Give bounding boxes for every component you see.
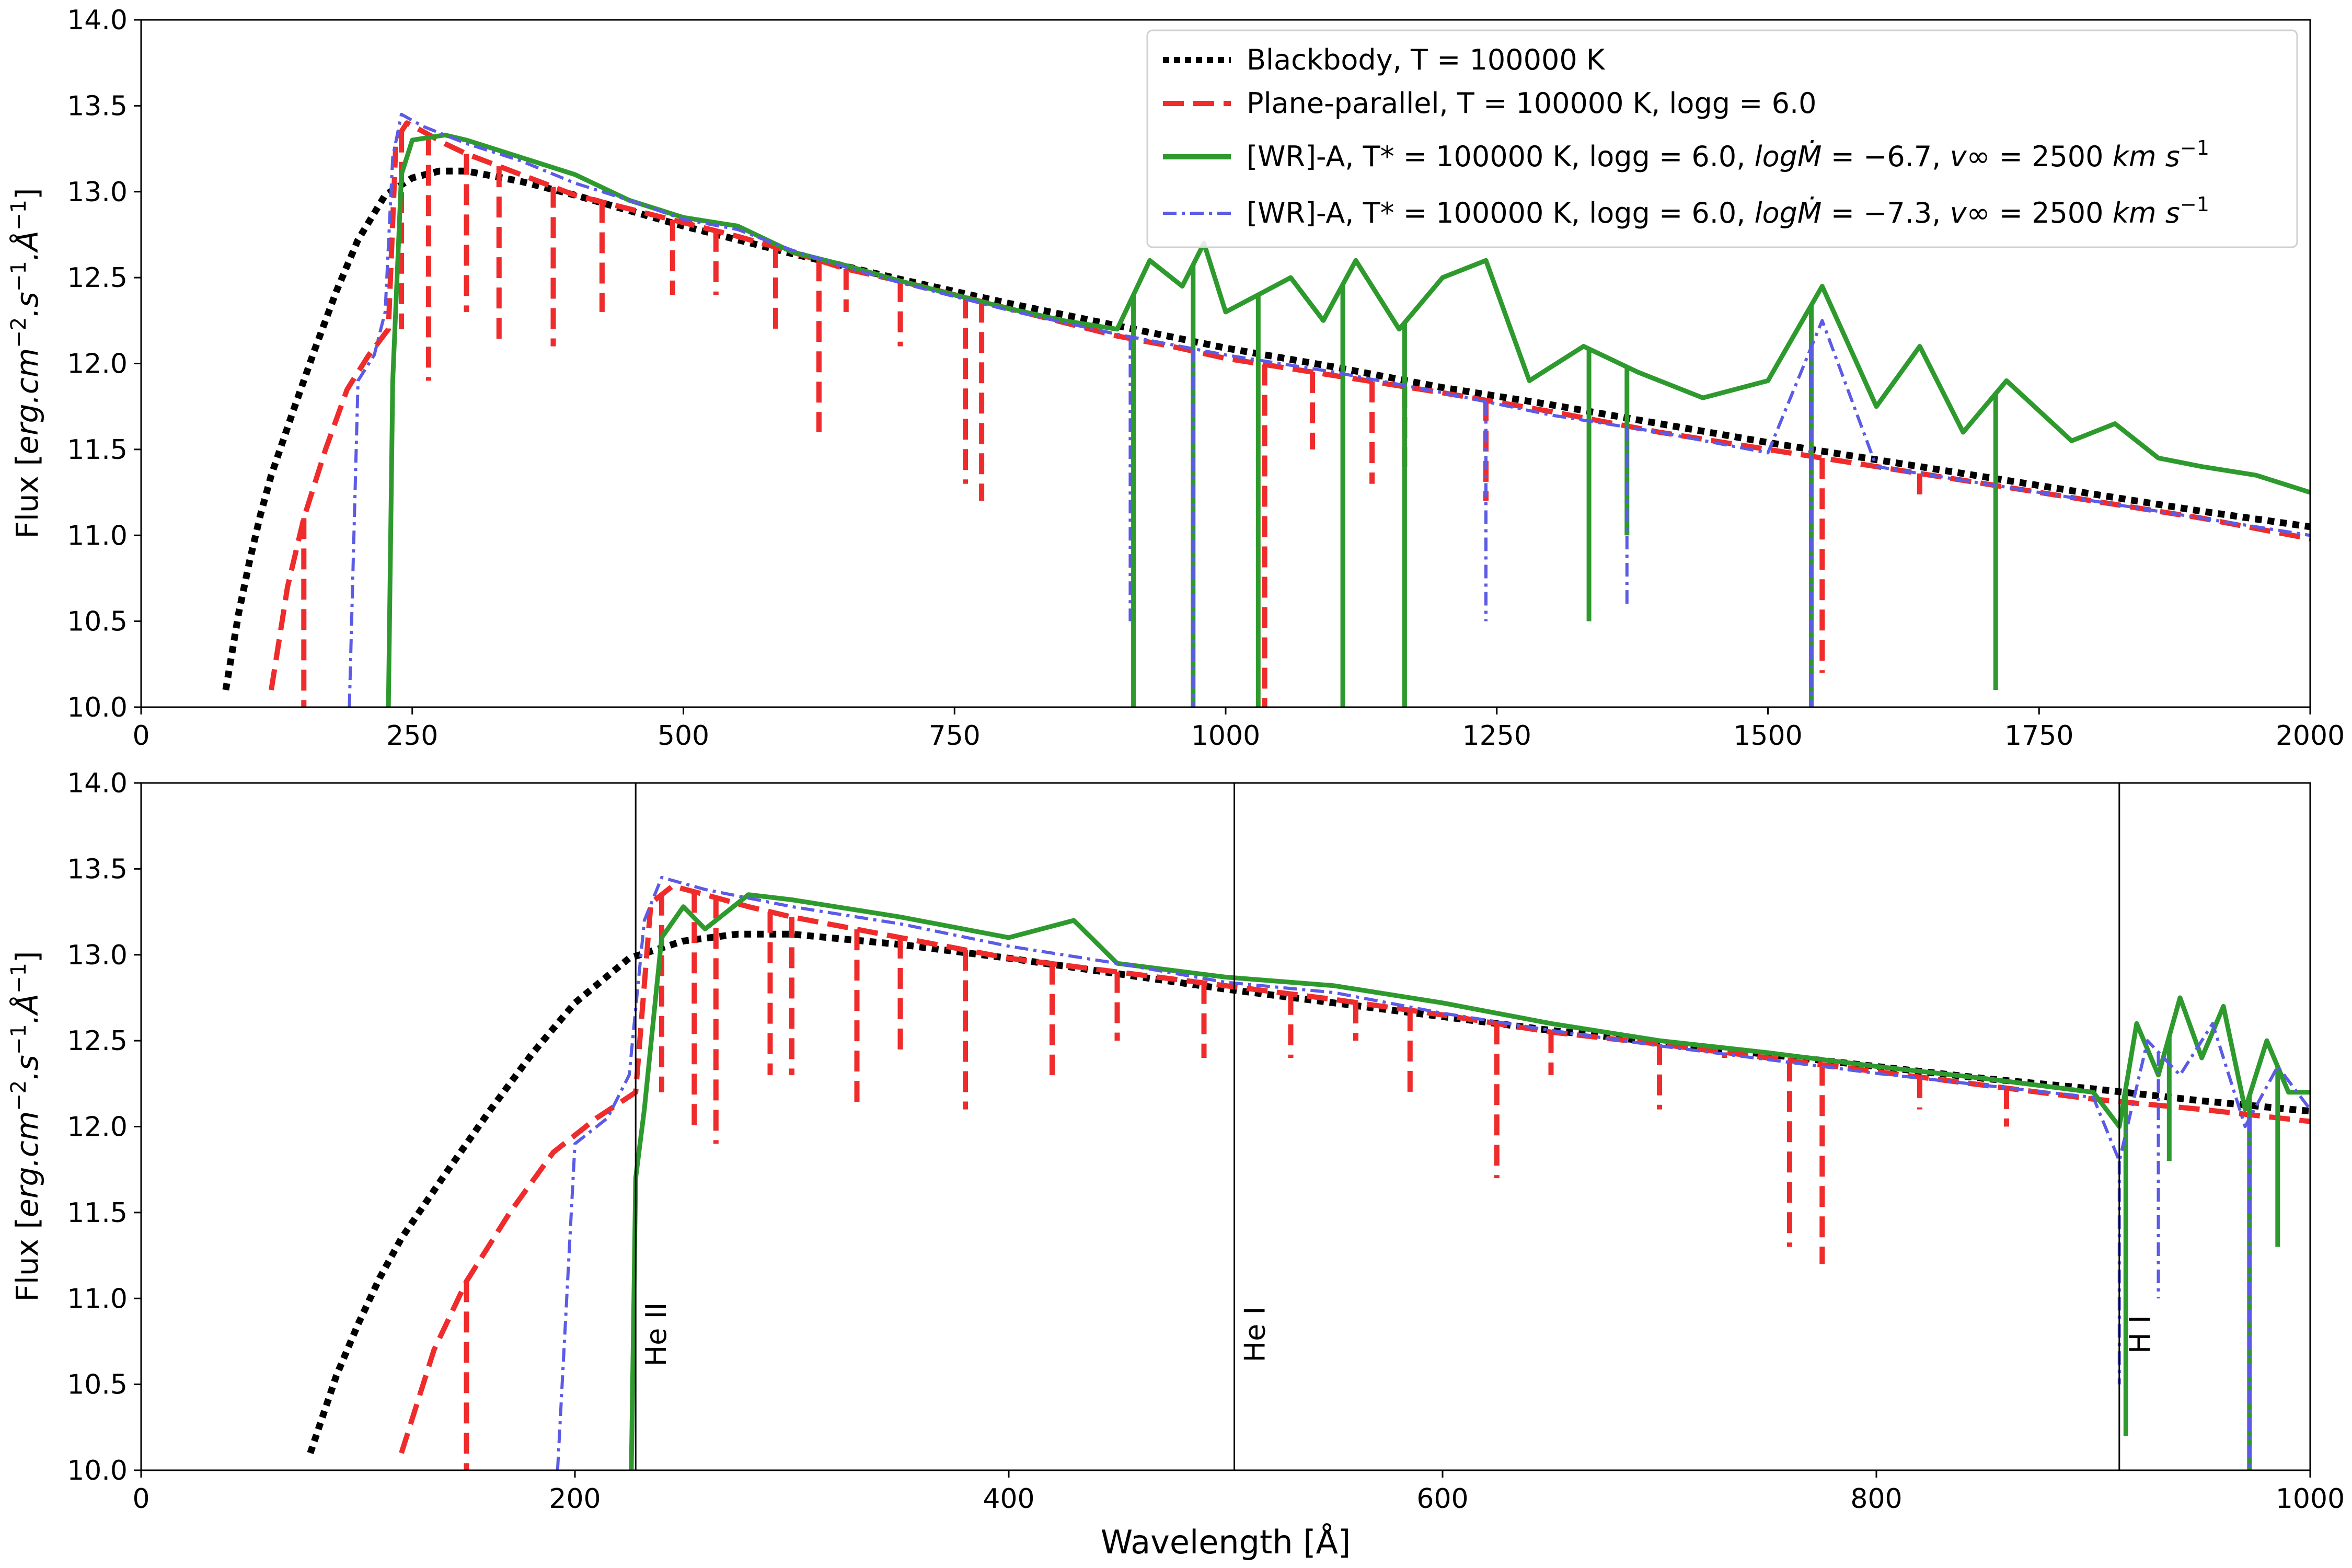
bottom-plot-area — [307, 875, 2310, 1470]
legend-label-plane-parallel: Plane-parallel, T = 100000 K, logg = 6.0 — [1247, 87, 1816, 120]
top-panel: 0 250 500 750 1000 1250 1500 1750 2000 10.010.51… — [7, 5, 2345, 752]
top-x-axis: 0 250 500 750 1000 1250 1500 1750 2000 — [132, 707, 2345, 752]
bottom-y-axis-label: Flux [erg.cm−2.s−1.Å−1] — [7, 951, 45, 1301]
top-plot-area — [222, 112, 2310, 707]
x-tick-label: 1250 — [1462, 720, 1531, 752]
bottom-x-axis: 0 200 400 600 800 1000 — [132, 1470, 2345, 1515]
top-y-axis-label: Flux [erg.cm−2.s−1.Å−1] — [7, 188, 45, 538]
x-tick-label: 400 — [983, 1483, 1034, 1515]
bottom-axes-frame — [140, 782, 2311, 1471]
x-axis-label: Wavelength [Å] — [1101, 1523, 1351, 1561]
y-tick-label: 11.0 — [67, 520, 128, 551]
x-tick-label: 200 — [549, 1483, 601, 1515]
series-line-wr73 — [556, 875, 2310, 1470]
x-tick-label: 750 — [929, 720, 981, 752]
series-wr73 — [348, 112, 2310, 707]
y-tick-label: 14.0 — [67, 5, 128, 36]
x-tick-label: 1750 — [2004, 720, 2073, 752]
series-line-bb — [307, 930, 2310, 1455]
y-tick-label: 12.5 — [67, 1025, 128, 1057]
ionization-edges: He II He I H I — [635, 783, 2157, 1470]
x-tick-label: 500 — [658, 720, 709, 752]
y-tick-label: 10.0 — [67, 692, 128, 723]
edge-label: H I — [2124, 1315, 2157, 1354]
x-tick-label: 0 — [132, 720, 149, 752]
y-tick-label: 13.5 — [67, 854, 128, 885]
bottom-y-axis: 10.0 10.5 11.0 11.5 12.0 12.5 13.0 13.5 14.0 — [67, 768, 141, 1486]
x-tick-label: 1000 — [1191, 720, 1260, 752]
y-tick-label: 13.0 — [67, 177, 128, 208]
series-bb — [222, 167, 2310, 691]
x-tick-label: 1000 — [2276, 1483, 2345, 1515]
y-tick-label: 10.5 — [67, 1369, 128, 1401]
y-tick-label: 12.5 — [67, 262, 128, 294]
edge-label: He II — [640, 1302, 673, 1367]
y-tick-label: 13.0 — [67, 940, 128, 971]
y-tick-label: 10.0 — [67, 1455, 128, 1486]
x-tick-label: 0 — [132, 1483, 149, 1515]
x-tick-label: 250 — [386, 720, 438, 752]
legend-label-wr-67: [WR]-A, T* = 100000 K, logg = 6.0, logṀ … — [1247, 136, 2209, 173]
legend-label-wr-73: [WR]-A, T* = 100000 K, logg = 6.0, logṀ … — [1247, 193, 2209, 229]
series-bb — [307, 930, 2310, 1455]
x-tick-label: 800 — [1850, 1483, 1902, 1515]
y-tick-label: 11.5 — [67, 434, 128, 466]
y-tick-label: 12.0 — [67, 1112, 128, 1143]
series-pp — [269, 120, 2310, 707]
y-tick-label: 12.0 — [67, 349, 128, 380]
series-wr67 — [629, 892, 2310, 1470]
legend: Blackbody, T = 100000 K Plane-parallel, … — [1146, 29, 2298, 248]
x-tick-label: 600 — [1416, 1483, 1468, 1515]
legend-frame — [1146, 29, 2298, 248]
series-line-wr73 — [348, 112, 2310, 707]
edge-label: He I — [1239, 1307, 1272, 1363]
series-line-pp — [399, 883, 2310, 1454]
series-line-wr67 — [629, 892, 2310, 1470]
y-tick-label: 14.0 — [67, 768, 128, 799]
top-y-axis: 10.0 10.5 11.0 11.5 12.0 12.5 13.0 13.5 14.0 — [67, 5, 141, 723]
series-line-bb — [222, 167, 2310, 691]
legend-label-blackbody: Blackbody, T = 100000 K — [1247, 43, 1606, 76]
series-line-pp — [269, 120, 2310, 690]
y-tick-label: 10.5 — [67, 606, 128, 638]
series-wr67 — [386, 132, 2310, 707]
y-tick-label: 13.5 — [67, 90, 128, 122]
x-tick-label: 1500 — [1733, 720, 1802, 752]
series-wr73 — [556, 875, 2310, 1470]
series-pp — [399, 883, 2310, 1470]
y-tick-label: 11.0 — [67, 1283, 128, 1315]
x-tick-label: 2000 — [2276, 720, 2345, 752]
y-tick-label: 11.5 — [67, 1197, 128, 1229]
